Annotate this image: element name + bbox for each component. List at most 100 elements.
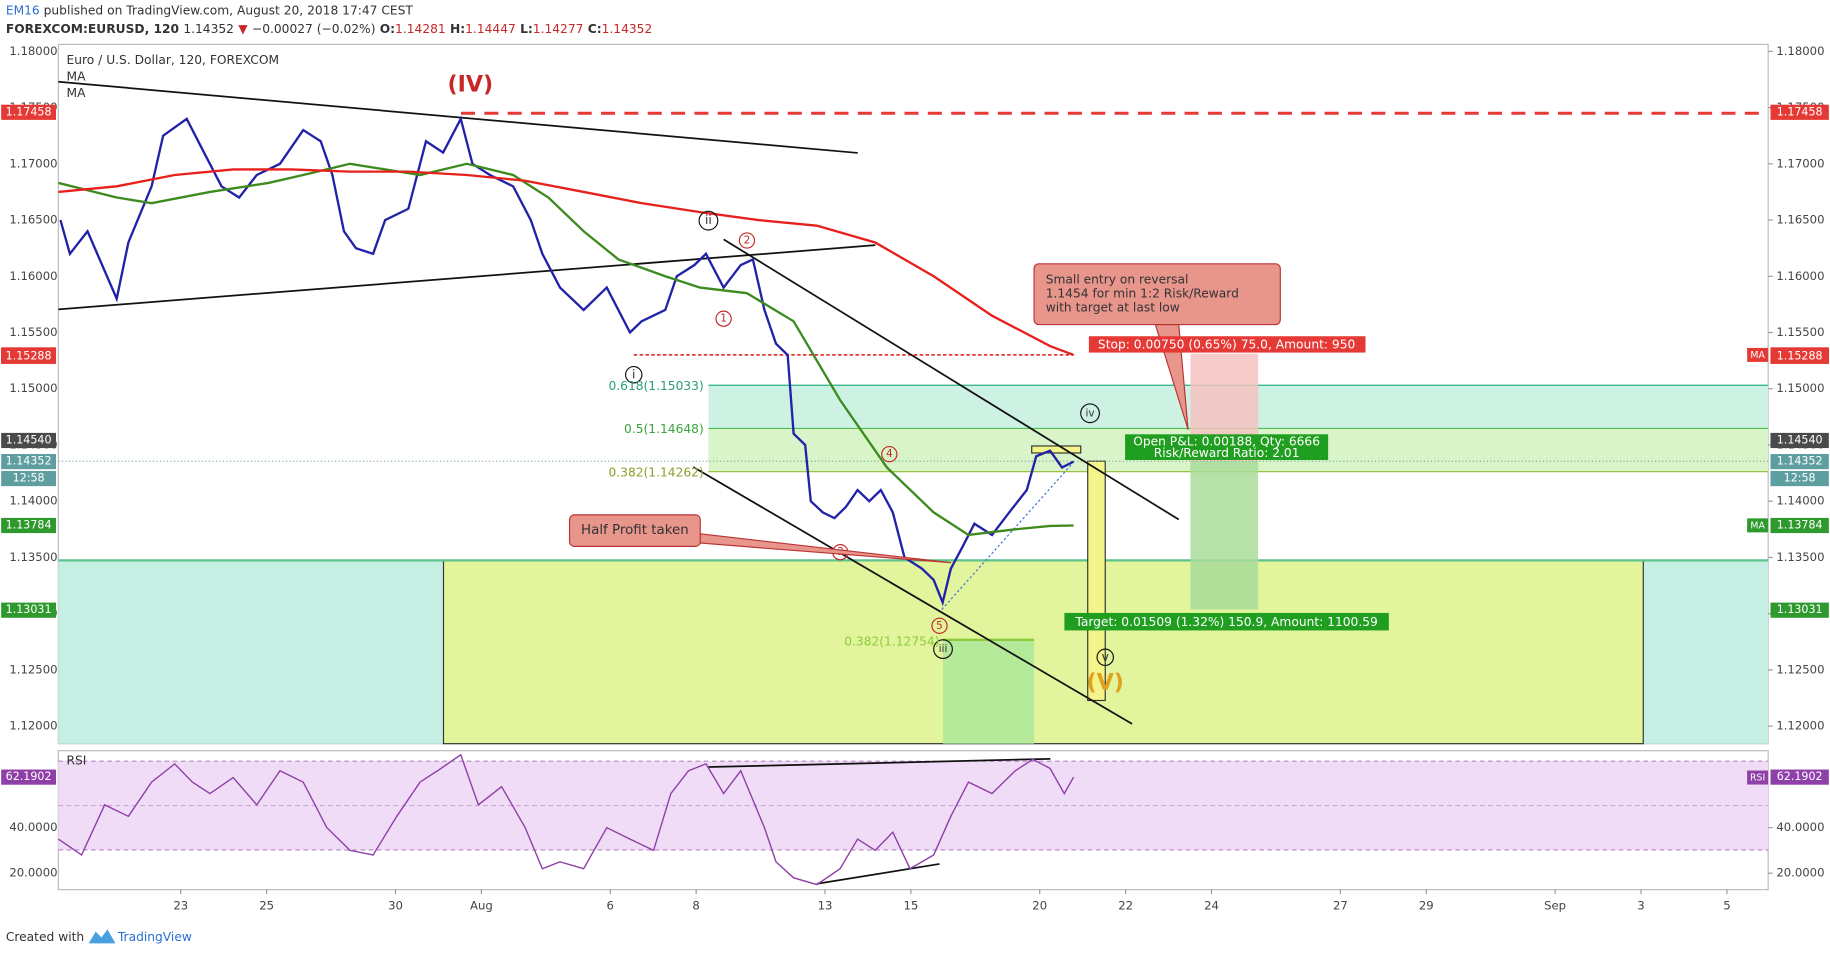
y-tick-label: 1.15000 bbox=[1776, 381, 1824, 395]
pnl-label: Open P&L: 0.00188, Qty: 6666 bbox=[1133, 434, 1320, 448]
y-tick-label: 1.17000 bbox=[1776, 156, 1824, 170]
y-tick-label: 1.16000 bbox=[1776, 269, 1824, 283]
price-tag-label: 1.13784 bbox=[1777, 518, 1823, 531]
target-box bbox=[442, 559, 1644, 745]
quote-line: FOREXCOM:EURUSD, 120 1.14352 ▼ −0.00027 … bbox=[6, 22, 652, 36]
symbol: FOREXCOM:EURUSD, 120 bbox=[6, 22, 179, 36]
high-label: H: bbox=[450, 22, 465, 36]
countdown-tag bbox=[1770, 470, 1829, 487]
countdown-label: 12:58 bbox=[1784, 472, 1816, 485]
y-tick-label: 1.15000 bbox=[9, 381, 57, 395]
callout bbox=[1033, 263, 1281, 326]
price-tag bbox=[1770, 602, 1829, 618]
price-tag-label: 1.13031 bbox=[1777, 603, 1823, 616]
price-tag bbox=[1770, 348, 1829, 364]
y-tick-label: 1.15500 bbox=[9, 325, 57, 339]
wave-label: (IV) bbox=[448, 72, 494, 98]
down-arrow: ▼ bbox=[238, 22, 248, 36]
price-tag-label: 1.13784 bbox=[6, 518, 52, 531]
x-tick-label: 24 bbox=[1204, 898, 1219, 912]
x-tick-label: 13 bbox=[818, 898, 833, 912]
x-tick-label: 23 bbox=[173, 898, 188, 912]
price-tag bbox=[1770, 517, 1829, 534]
header-line: EM16 published on TradingView.com, Augus… bbox=[6, 3, 414, 17]
close: 1.14352 bbox=[602, 22, 653, 36]
price-tag-label: 1.15288 bbox=[6, 349, 52, 362]
x-tick-label: 30 bbox=[388, 898, 403, 912]
divergence-line bbox=[708, 757, 1051, 768]
legend-entry: MA bbox=[67, 70, 87, 84]
rsi-tag-label: 62.1902 bbox=[1777, 770, 1823, 783]
rsi-tag bbox=[1770, 769, 1829, 785]
x-tick-label: 27 bbox=[1333, 898, 1348, 912]
stop-label: Stop: 0.00750 (0.65%) 75.0, Amount: 950 bbox=[1098, 337, 1355, 351]
price-tag-label: 1.17458 bbox=[6, 105, 52, 118]
open-label: O: bbox=[380, 22, 395, 36]
footer-brand[interactable]: TradingView bbox=[117, 930, 192, 944]
price-tag-label: 1.17458 bbox=[1777, 105, 1823, 118]
series-line bbox=[58, 168, 1075, 357]
series-line bbox=[59, 115, 1075, 607]
x-tick-label: 8 bbox=[692, 898, 699, 912]
plot bbox=[57, 115, 1075, 886]
open: 1.14281 bbox=[395, 22, 446, 36]
close-label: C: bbox=[588, 22, 602, 36]
legend-entry: RSI bbox=[67, 754, 87, 768]
fib-label: 0.618(1.15033) bbox=[608, 379, 703, 393]
author[interactable]: EM16 bbox=[6, 3, 40, 17]
fib-label: 0.5(1.14648) bbox=[624, 422, 704, 436]
x-tick-label: Sep bbox=[1544, 898, 1566, 912]
published: published on TradingView.com, August 20,… bbox=[44, 3, 414, 17]
wave-label: ii bbox=[705, 213, 712, 227]
ma-badge bbox=[1747, 347, 1769, 362]
price-tag bbox=[1770, 432, 1829, 449]
y-tick-label: 1.18000 bbox=[9, 44, 57, 58]
y-tick-label: 1.16000 bbox=[9, 269, 57, 283]
legend-entry: MA bbox=[67, 86, 87, 100]
x-tick-label: 15 bbox=[903, 898, 918, 912]
y-tick-label: 1.14000 bbox=[1776, 494, 1824, 508]
trendline bbox=[58, 80, 858, 154]
logo bbox=[88, 929, 116, 944]
countdown-tag bbox=[1, 470, 57, 487]
ma-badge bbox=[1747, 518, 1769, 533]
zone bbox=[58, 560, 444, 744]
wave-label: i bbox=[632, 367, 635, 381]
price-tag bbox=[1, 602, 57, 618]
x-tick-label: 5 bbox=[1723, 898, 1730, 912]
wave-label: 5 bbox=[936, 620, 943, 632]
rsi-tag-label: 62.1902 bbox=[6, 770, 52, 783]
low-label: L: bbox=[520, 22, 533, 36]
stop-label-bg bbox=[1088, 336, 1366, 353]
series-line bbox=[58, 162, 1074, 537]
last: 1.14352 bbox=[183, 22, 234, 36]
rsi-badge-label: RSI bbox=[1750, 773, 1765, 784]
wave-label: (V) bbox=[1087, 669, 1124, 695]
change: −0.00027 (−0.02%) bbox=[252, 22, 376, 36]
trendline bbox=[58, 244, 876, 311]
x-tick-label: Aug bbox=[470, 898, 493, 912]
series-line bbox=[57, 753, 1075, 886]
footer-text: Created with bbox=[6, 930, 84, 944]
y-tick-label: 1.17000 bbox=[9, 156, 57, 170]
price-tag bbox=[1, 348, 57, 364]
target-label: Target: 0.01509 (1.32%) 150.9, Amount: 1… bbox=[1074, 615, 1377, 629]
wave-markers: i ii iii iv v 1 2 3 4 5 bbox=[624, 210, 1114, 667]
wave-label: iv bbox=[1085, 407, 1094, 419]
y-tick-label: 1.12000 bbox=[1776, 719, 1824, 733]
y-tick-label: 1.14000 bbox=[9, 494, 57, 508]
rsi-badge bbox=[1747, 770, 1769, 785]
price-tag-label: 1.14352 bbox=[1777, 455, 1823, 468]
x-tick-label: 29 bbox=[1419, 898, 1434, 912]
wave-label: 1 bbox=[720, 313, 727, 325]
fib-label: 0.382(1.14262) bbox=[608, 465, 703, 479]
y-tick-label: 1.18000 bbox=[1776, 44, 1824, 58]
wave-label: iii bbox=[939, 643, 948, 655]
y-tick-label: 1.15500 bbox=[1776, 325, 1824, 339]
callout-text: Half Profit taken bbox=[581, 523, 689, 538]
wave-label: 4 bbox=[886, 448, 893, 460]
fib-label: 0.382(1.12754) bbox=[844, 635, 939, 649]
projection-box bbox=[1087, 460, 1106, 702]
pnl-label-bg bbox=[1125, 434, 1329, 460]
